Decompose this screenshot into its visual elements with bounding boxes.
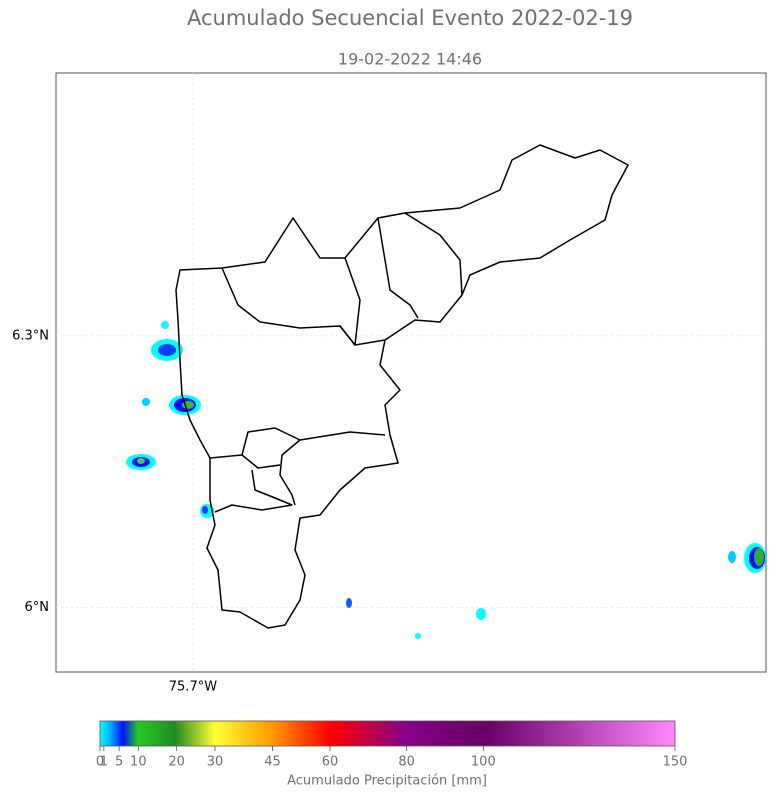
colorbar-tick-label: 80 [398, 755, 415, 770]
graticule [56, 73, 766, 672]
colorbar-tick-label: 45 [264, 755, 281, 770]
colorbar-tick-label: 30 [207, 755, 224, 770]
colorbar-label: Acumulado Precipitación [mm] [287, 774, 487, 789]
colorbar-tick-label: 20 [168, 755, 185, 770]
map-frame [55, 72, 767, 673]
municipal-boundaries [175, 144, 629, 629]
lon-label: 75.7°W [169, 680, 217, 695]
subtitle: 19-02-2022 14:46 [338, 50, 482, 69]
title: Acumulado Secuencial Evento 2022-02-19 [187, 6, 633, 30]
colorbar [99, 720, 676, 747]
colorbar-tick-label: 1 [100, 755, 108, 770]
lat-label: 6.3°N [12, 328, 49, 343]
lat-label: 6°N [25, 600, 50, 615]
axis-labels: 6.3°N 6°N 75.7°W [12, 328, 217, 694]
colorbar-tick-label: 5 [115, 755, 123, 770]
colorbar-tick-label: 10 [130, 755, 147, 770]
colorbar-tick-label: 100 [471, 755, 496, 770]
colorbar-tick-label: 0 [96, 755, 104, 770]
colorbar-tick-label: 150 [663, 755, 688, 770]
precipitation [126, 321, 766, 639]
colorbar-ticks: 01 5 10 20 30 45 60 80 100 150 [96, 746, 688, 770]
colorbar-tick-label: 60 [322, 755, 339, 770]
